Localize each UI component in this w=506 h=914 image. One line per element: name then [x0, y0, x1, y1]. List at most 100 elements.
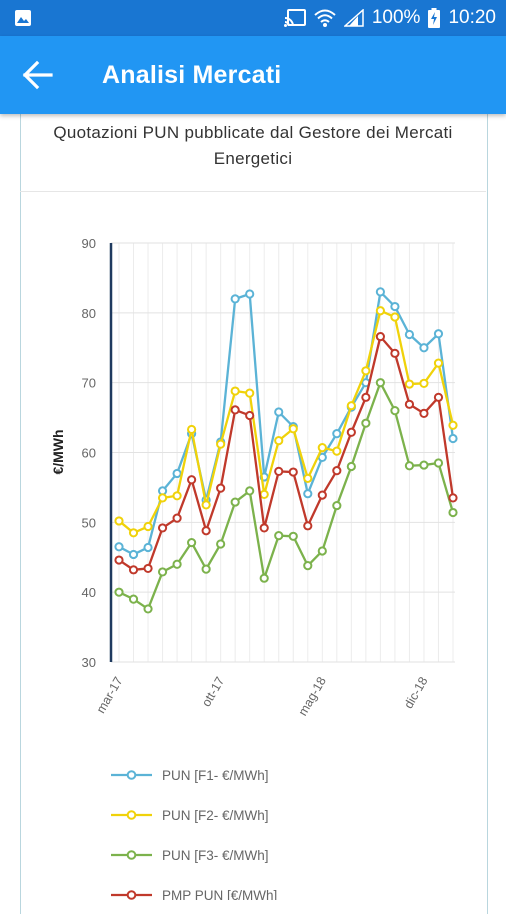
data-point [274, 436, 284, 446]
app-bar: Analisi Mercati [0, 36, 506, 114]
y-tick-label: 50 [82, 515, 96, 530]
data-point [433, 392, 444, 402]
data-point [317, 546, 327, 556]
data-point [404, 329, 415, 340]
data-point [361, 392, 371, 402]
data-point [288, 424, 298, 434]
data-point [390, 301, 400, 312]
data-point [303, 521, 313, 531]
data-point [361, 418, 371, 428]
data-point [143, 563, 153, 574]
data-point [143, 521, 153, 532]
data-point [404, 379, 415, 389]
x-tick-label: mar-17 [94, 674, 126, 715]
y-axis-label: €/MWh [50, 429, 66, 474]
data-point [245, 410, 255, 421]
data-point [375, 306, 385, 316]
gallery-icon [15, 10, 31, 26]
data-point [448, 420, 458, 430]
data-point [390, 312, 400, 322]
data-point [288, 531, 298, 541]
status-bar: 100% 10:20 [0, 0, 506, 36]
y-tick-label: 30 [82, 655, 96, 670]
data-point [245, 289, 255, 299]
data-point [230, 294, 240, 304]
data-point [187, 537, 197, 548]
data-point [288, 467, 298, 477]
data-point [346, 401, 356, 411]
data-point [390, 406, 400, 416]
data-point [201, 526, 211, 536]
data-point [172, 491, 182, 501]
data-point [448, 507, 458, 518]
clock: 10:20 [448, 7, 496, 28]
data-point [404, 461, 415, 471]
data-point [375, 287, 385, 297]
legend-swatch-marker [126, 850, 137, 860]
chart-title: Quotazioni PUN pubblicate dal Gestore de… [53, 123, 453, 168]
data-point [419, 460, 429, 470]
data-point [332, 429, 342, 439]
legend-swatch-marker [126, 890, 137, 900]
x-tick-label: dic-18 [401, 674, 430, 711]
cast-icon [283, 9, 306, 27]
arrow-back-icon[interactable] [22, 60, 54, 90]
data-point [317, 490, 327, 500]
page-title: Analisi Mercati [102, 61, 282, 89]
legend-label: PUN [F2- €/MWh] [162, 808, 269, 823]
data-point [303, 561, 313, 571]
data-point [274, 407, 284, 417]
signal-icon [343, 9, 364, 27]
data-point [259, 573, 269, 583]
data-point [245, 388, 255, 398]
data-point [187, 424, 197, 435]
x-tick-label: mag-18 [296, 674, 329, 718]
series-line [118, 290, 455, 556]
y-tick-label: 60 [82, 446, 96, 461]
y-tick-label: 70 [82, 376, 96, 391]
legend-label: PMP PUN [€/MWh] [162, 888, 277, 900]
data-point [114, 555, 124, 565]
data-point [419, 378, 429, 388]
data-point [274, 466, 284, 476]
data-point [201, 500, 211, 510]
data-point [346, 461, 356, 472]
data-point [361, 366, 371, 376]
data-point [157, 523, 168, 533]
data-point [448, 433, 458, 444]
divider [20, 191, 486, 192]
data-point [274, 531, 284, 541]
data-point [419, 343, 429, 353]
data-point [172, 513, 182, 523]
data-point [245, 486, 255, 496]
legend-label: PUN [F3- €/MWh] [162, 848, 269, 863]
legend-swatch-marker [126, 770, 137, 780]
data-point [128, 549, 139, 560]
data-point [157, 493, 168, 503]
data-point [157, 567, 168, 577]
data-point [172, 559, 182, 569]
data-point [172, 468, 182, 479]
data-point [346, 427, 356, 437]
data-point [216, 483, 226, 493]
data-point [114, 587, 124, 597]
data-point [448, 493, 458, 503]
data-point [230, 405, 240, 415]
data-point [433, 358, 444, 368]
data-point [375, 378, 385, 388]
data-point [114, 516, 124, 526]
wifi-icon [314, 9, 336, 27]
data-point [332, 446, 342, 456]
legend-swatch-marker [126, 810, 137, 820]
y-tick-label: 80 [82, 306, 96, 321]
data-point [433, 329, 444, 339]
data-point [230, 386, 240, 396]
legend-label: PUN [F1- €/MWh] [162, 768, 269, 783]
data-point [303, 473, 313, 483]
y-tick-label: 90 [82, 236, 96, 251]
data-point [216, 439, 226, 449]
data-point [404, 399, 415, 409]
data-point [128, 565, 139, 575]
status-icons: 100% 10:20 [283, 0, 496, 36]
